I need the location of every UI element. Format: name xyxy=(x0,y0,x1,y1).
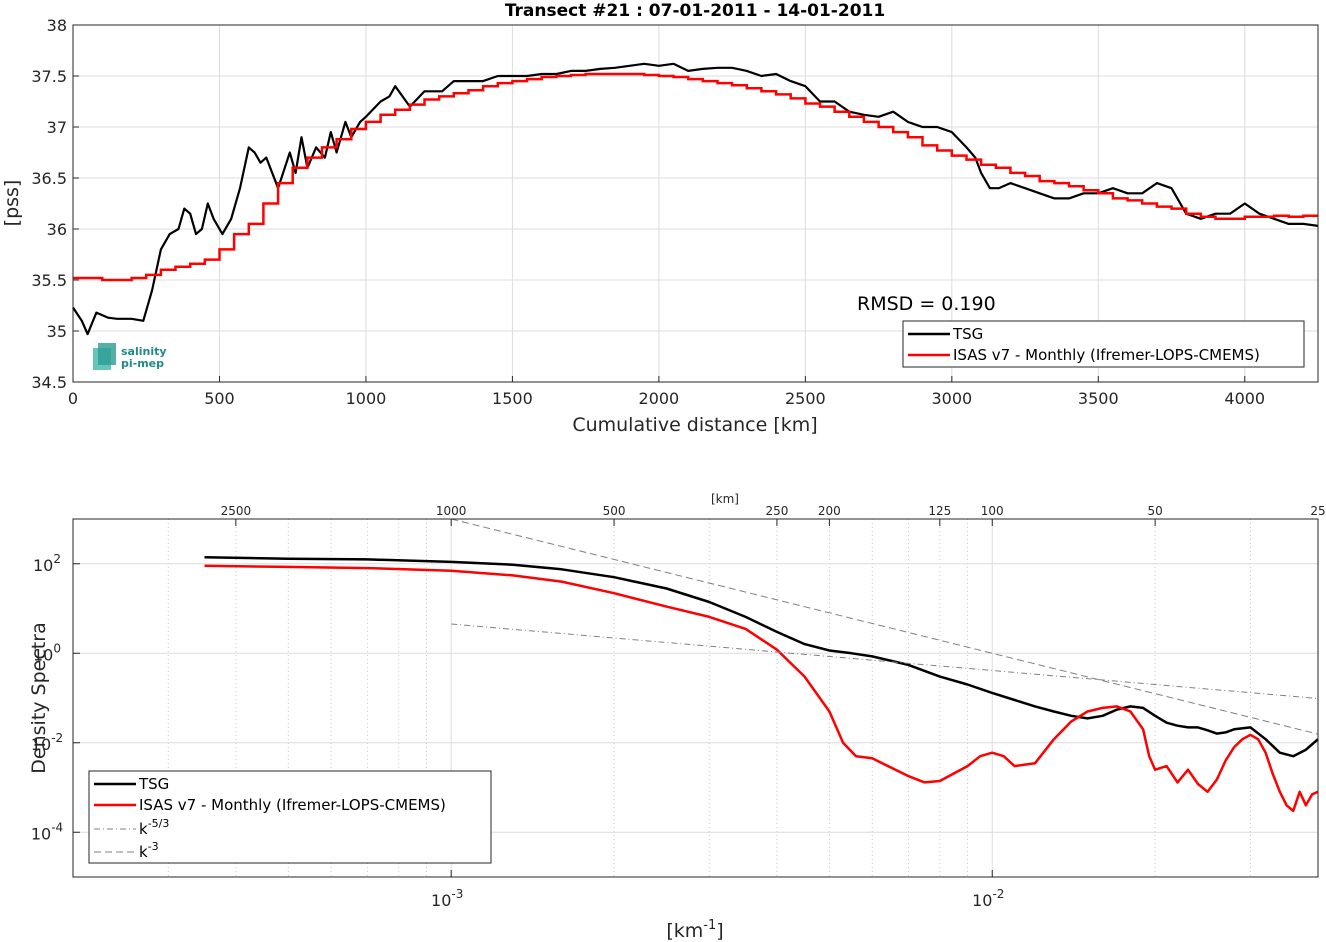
bottom-y-axis-label: Density Spectra xyxy=(28,622,50,773)
bottom-top-ticks: 2500 1000 500 250 200 125 100 50 25 xyxy=(221,504,1326,526)
top-km-tick-label: 125 xyxy=(928,504,951,518)
bottom-series-isas-line xyxy=(204,564,1318,813)
top-km-tick-label: 250 xyxy=(765,504,788,518)
bottom-legend: TSG ISAS v7 - Monthly (Ifremer-LOPS-CMEM… xyxy=(88,770,492,864)
salinity-pi-mep-logo: salinity pi-mep xyxy=(93,343,167,370)
bottom-y-ticks: 102 100 10-2 10-4 xyxy=(31,552,80,843)
top-x-tick-label: 0 xyxy=(68,389,78,408)
top-series-tsg-line xyxy=(72,62,1319,336)
logo-mark-2 xyxy=(98,343,116,365)
bottom-x-axis-label: [km-1] xyxy=(666,918,723,942)
top-series-isas-line xyxy=(73,72,1318,282)
top-y-ticks: 34.5 35 35.5 36 36.5 37 37.5 38 xyxy=(31,16,79,392)
bottom-legend-box xyxy=(88,770,492,864)
bottom-x-tick-label: 10-3 xyxy=(431,887,463,910)
top-y-tick-label: 35 xyxy=(47,322,67,341)
top-y-tick-label: 38 xyxy=(47,16,67,35)
top-x-tick-label: 1000 xyxy=(346,389,387,408)
bottom-legend-isas-label: ISAS v7 - Monthly (Ifremer-LOPS-CMEMS) xyxy=(139,796,446,814)
top-legend-isas-label: ISAS v7 - Monthly (Ifremer-LOPS-CMEMS) xyxy=(953,346,1260,364)
bottom-series xyxy=(204,519,1318,813)
top-km-tick-label: 50 xyxy=(1147,504,1162,518)
bottom-grid xyxy=(73,519,1318,877)
top-x-tick-label: 1500 xyxy=(492,389,533,408)
bottom-series-k3-line xyxy=(451,519,1318,735)
top-x-tick-label: 4000 xyxy=(1224,389,1265,408)
top-x-ticks: 0 500 1000 1500 2000 2500 3000 3500 4000 xyxy=(68,376,1265,408)
bottom-series-k53-line xyxy=(451,623,1318,699)
bottom-y-tick-label: 100 xyxy=(33,641,61,664)
top-km-tick-label: 25 xyxy=(1310,504,1325,518)
top-y-tick-label: 37 xyxy=(47,118,67,137)
top-series xyxy=(72,62,1319,336)
top-plot-frame xyxy=(72,24,1319,383)
salinity-transect-chart: 0 500 1000 1500 2000 2500 3000 3500 4000 34.5353… xyxy=(1,1,1319,436)
bottom-legend-tsg-label: TSG xyxy=(138,775,169,793)
top-y-tick-label: 37.5 xyxy=(31,67,67,86)
bottom-plot-frame xyxy=(72,518,1319,878)
bottom-y-tick-label: 10-4 xyxy=(31,820,63,843)
density-spectra-chart: 10-3 10-2 102 100 10-2 10-4 2500 1000 500 250 20… xyxy=(28,492,1326,942)
top-legend-box xyxy=(902,320,1305,368)
top-y-tick-label: 34.5 xyxy=(31,373,67,392)
top-y-tick-label: 35.5 xyxy=(31,271,67,290)
top-km-tick-label: 200 xyxy=(818,504,841,518)
rmsd-annotation: RMSD = 0.190 xyxy=(857,293,996,315)
top-x-tick-label: 3000 xyxy=(931,389,972,408)
bottom-legend-k3-label: k-3 xyxy=(139,840,159,861)
top-y-axis-label: [pss] xyxy=(1,180,23,227)
bottom-x-tick-label: 10-2 xyxy=(972,887,1004,910)
top-x-tick-label: 3500 xyxy=(1078,389,1119,408)
top-axis-km-label: [km] xyxy=(711,492,739,506)
top-km-tick-label: 500 xyxy=(603,504,626,518)
top-y-tick-label: 36 xyxy=(47,220,67,239)
top-x-tick-label: 2500 xyxy=(785,389,826,408)
top-x-tick-label: 500 xyxy=(204,389,235,408)
bottom-y-tick-label: 102 xyxy=(33,552,61,575)
top-km-tick-label: 1000 xyxy=(436,504,467,518)
bottom-series-tsg-line xyxy=(204,555,1318,758)
top-km-tick-label: 100 xyxy=(981,504,1004,518)
bottom-legend-k53-label: k-5/3 xyxy=(139,817,169,838)
bottom-y-tick-label: 10-2 xyxy=(31,731,63,754)
top-km-tick-label: 2500 xyxy=(221,504,252,518)
top-legend: TSG ISAS v7 - Monthly (Ifremer-LOPS-CMEM… xyxy=(902,320,1305,368)
top-legend-tsg-label: TSG xyxy=(952,325,983,343)
logo-text: salinity xyxy=(121,345,167,358)
top-chart-title: Transect #21 : 07-01-2011 - 14-01-2011 xyxy=(505,1,885,21)
top-y-tick-label: 36.5 xyxy=(31,169,67,188)
logo-text-2: pi-mep xyxy=(121,357,164,370)
top-x-tick-label: 2000 xyxy=(639,389,680,408)
top-x-axis-label: Cumulative distance [km] xyxy=(572,414,817,436)
bottom-x-ticks: 10-3 10-2 xyxy=(431,870,1004,910)
